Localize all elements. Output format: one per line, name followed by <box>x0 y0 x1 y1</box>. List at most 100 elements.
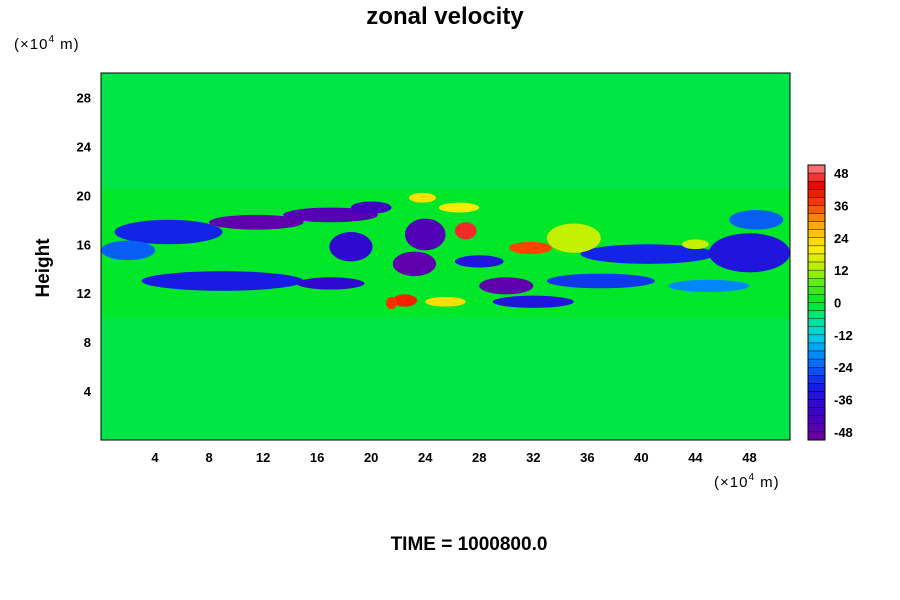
y-tick-label: 20 <box>77 188 91 203</box>
heatmap-cell <box>425 296 466 307</box>
y-tick-label: 24 <box>77 139 92 154</box>
heatmap-cell <box>508 241 553 255</box>
y-unit-suffix: m) <box>55 36 80 53</box>
colorbar-segment <box>807 261 826 271</box>
colorbar-tick-label: -12 <box>834 328 853 343</box>
colorbar-segment <box>807 431 826 441</box>
x-tick-label: 32 <box>526 450 540 465</box>
x-tick-label: 40 <box>634 450 648 465</box>
y-axis-unit: (×104 m) <box>14 34 80 53</box>
x-tick-label: 16 <box>310 450 324 465</box>
colorbar-ticks: 48 36 24 12 0 -12 -24 -36 -48 <box>834 166 854 440</box>
colorbar-segment <box>807 326 826 336</box>
colorbar-tick-label: 12 <box>834 263 848 278</box>
colorbar-segment <box>807 189 826 198</box>
heatmap-cell <box>708 233 790 273</box>
chart-title: zonal velocity <box>366 3 524 30</box>
heatmap-cell <box>580 244 716 264</box>
colorbar-tick-label: 48 <box>834 166 848 181</box>
colorbar-segment <box>807 197 826 206</box>
heatmap-cell <box>114 219 223 245</box>
heatmap-cell <box>404 218 446 251</box>
y-tick-label: 8 <box>84 335 91 350</box>
x-tick-label: 48 <box>742 450 756 465</box>
colorbar-segment <box>807 172 826 182</box>
heatmap-cell <box>409 192 437 203</box>
colorbar-segment <box>807 350 826 360</box>
colorbar-segment <box>807 269 826 279</box>
heatmap-cell <box>492 295 574 308</box>
x-tick-label: 20 <box>364 450 378 465</box>
heatmap-cell <box>350 201 392 214</box>
heatmap-cell <box>329 232 373 262</box>
heatmap-cell <box>668 279 750 292</box>
y-unit-exponent: 4 <box>48 34 55 45</box>
y-unit-prefix: (×10 <box>14 36 48 53</box>
colorbar-segment <box>807 229 826 238</box>
y-tick-label: 12 <box>77 286 91 301</box>
colorbar-segment <box>807 399 826 408</box>
colorbar-segment <box>807 205 826 214</box>
y-axis-label: Height <box>33 238 54 298</box>
x-tick-label: 8 <box>205 450 212 465</box>
heatmap-cell <box>386 296 397 310</box>
colorbar-segment <box>807 245 826 255</box>
colorbar-segment <box>807 213 826 222</box>
heatmap-cell <box>209 214 304 230</box>
colorbar-tick-label: -48 <box>834 425 853 440</box>
time-annotation: TIME = 1000800.0 <box>391 534 548 555</box>
heatmap-cell <box>296 277 365 290</box>
heatmap-field <box>101 73 790 440</box>
colorbar-segment <box>807 237 826 247</box>
colorbar-segment <box>807 383 826 392</box>
colorbar-segment <box>807 302 826 311</box>
colorbar-segment <box>807 253 826 263</box>
heatmap-cell <box>392 294 418 307</box>
colorbar-segment <box>807 286 826 295</box>
x-tick-label: 4 <box>151 450 159 465</box>
y-tick-label: 28 <box>77 90 91 105</box>
heatmap-cell <box>438 202 480 213</box>
colorbar-segment <box>807 391 826 400</box>
heatmap-cell <box>546 273 655 289</box>
colorbar-tick-label: -36 <box>834 393 853 408</box>
colorbar-segment <box>807 367 826 376</box>
colorbar-tick-label: 0 <box>834 296 841 311</box>
colorbar-segment <box>807 334 826 344</box>
heatmap-cell <box>454 255 504 268</box>
x-tick-label: 24 <box>418 450 433 465</box>
x-axis-unit: (×104 m) <box>714 472 780 491</box>
colorbar-segment <box>807 310 826 319</box>
heatmap-cell <box>101 240 156 261</box>
heatmap-cell <box>392 251 437 277</box>
heatmap-cell <box>681 239 709 250</box>
y-tick-label: 4 <box>84 384 92 399</box>
heatmap-cell <box>141 271 304 291</box>
colorbar-frame <box>807 164 826 441</box>
colorbar-tick-label: 36 <box>834 198 848 213</box>
colorbar <box>807 164 826 441</box>
colorbar-segment <box>807 164 826 174</box>
colorbar-segment <box>807 294 826 303</box>
x-tick-label: 36 <box>580 450 594 465</box>
x-tick-label: 44 <box>688 450 703 465</box>
colorbar-segment <box>807 221 826 230</box>
colorbar-segment <box>807 415 826 425</box>
colorbar-tick-label: -24 <box>834 360 854 375</box>
x-tick-label: 12 <box>256 450 270 465</box>
heatmap-cell <box>283 207 378 223</box>
x-unit-prefix: (×10 <box>714 474 748 491</box>
x-unit-exponent: 4 <box>748 472 755 483</box>
x-unit-suffix: m) <box>755 474 780 491</box>
colorbar-segment <box>807 318 826 327</box>
y-axis-ticks: 4 8 12 16 20 24 28 <box>77 90 92 399</box>
plot-frame <box>100 72 791 441</box>
colorbar-segment <box>807 358 826 368</box>
heatmap-cell <box>454 222 477 240</box>
x-axis-ticks: 4 8 12 16 20 24 28 32 36 40 44 48 <box>151 450 756 465</box>
colorbar-segment <box>807 423 826 433</box>
colorbar-tick-label: 24 <box>834 231 849 246</box>
heatmap-cell <box>729 210 784 230</box>
colorbar-segment <box>807 375 826 384</box>
